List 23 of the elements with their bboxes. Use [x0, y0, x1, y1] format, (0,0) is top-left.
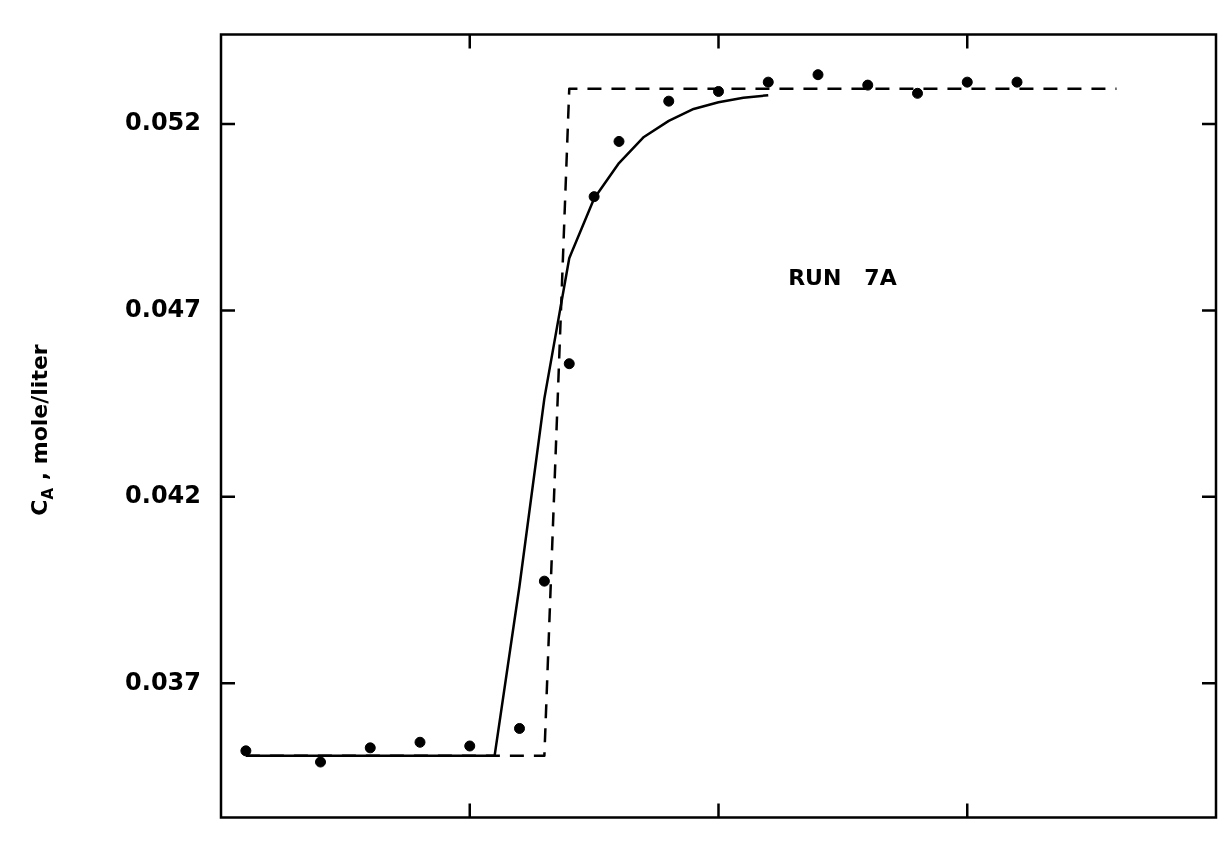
y-tick-label: 0.047 [125, 294, 201, 323]
point [613, 135, 625, 147]
point [912, 87, 923, 99]
point [961, 76, 973, 88]
point [563, 358, 575, 370]
point [538, 575, 550, 587]
point [240, 745, 252, 757]
point [464, 740, 476, 752]
point [862, 79, 874, 91]
point [1011, 76, 1023, 88]
point [812, 69, 824, 81]
point [414, 736, 426, 748]
point [663, 95, 675, 107]
annotation: RUN 7A [788, 265, 897, 291]
point [588, 191, 600, 203]
y-tick-label: 0.037 [125, 667, 201, 696]
point [364, 742, 376, 754]
point [713, 85, 724, 97]
y-tick-label: 0.052 [125, 108, 201, 137]
point [315, 756, 326, 768]
point [514, 722, 525, 734]
point [762, 76, 774, 88]
y-tick-label: 0.042 [125, 481, 201, 510]
